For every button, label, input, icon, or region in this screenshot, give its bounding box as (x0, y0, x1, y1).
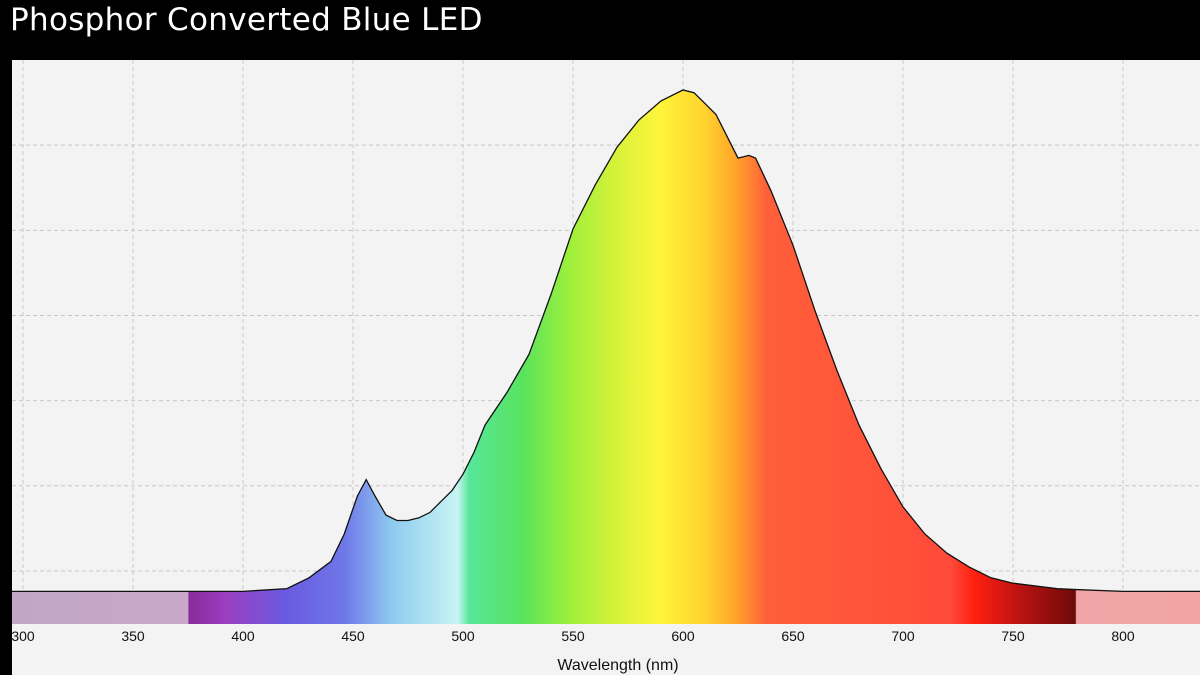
x-axis-label: Wavelength (nm) (557, 657, 678, 674)
x-axis: 300 350 400 450 500 550 600 650 700 750 800 (11, 624, 1200, 675)
x-tick-label: 600 (671, 628, 695, 644)
axis-band (12, 624, 1200, 675)
x-tick-label: 750 (1001, 628, 1025, 644)
x-tick-label: 400 (231, 628, 255, 644)
x-tick-label: 500 (451, 628, 475, 644)
x-tick-label: 550 (561, 628, 585, 644)
x-tick-label: 650 (781, 628, 805, 644)
spectrum-fill (12, 90, 1200, 624)
x-tick-label: 700 (891, 628, 915, 644)
spectrum-curve (12, 89, 1200, 593)
x-tick-label: 800 (1111, 628, 1135, 644)
spectrum-area (12, 89, 1200, 624)
x-tick-label: 300 (11, 628, 35, 644)
chart-title: Phosphor Converted Blue LED (10, 2, 483, 38)
x-tick-label: 350 (121, 628, 145, 644)
x-tick-label: 450 (341, 628, 365, 644)
